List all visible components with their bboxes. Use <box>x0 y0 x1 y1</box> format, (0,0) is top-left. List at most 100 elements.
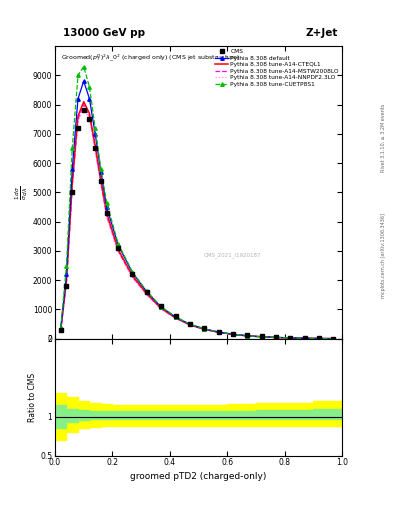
Pythia 8.308 tune-CUETP8S1 <box>302 335 307 342</box>
Pythia 8.308 tune-A14-CTEQL1 <box>87 110 92 116</box>
Pythia 8.308 default <box>259 334 264 340</box>
Pythia 8.308 tune-A14-CTEQL1 <box>104 210 109 216</box>
Text: CMS_2021_I1920187: CMS_2021_I1920187 <box>204 253 262 259</box>
Pythia 8.308 default <box>116 242 121 248</box>
Pythia 8.308 tune-A14-NNPDF2.3LO <box>145 292 149 298</box>
Pythia 8.308 tune-A14-CTEQL1 <box>302 335 307 342</box>
Pythia 8.308 tune-A14-MSTW2008LO <box>116 248 121 254</box>
Pythia 8.308 tune-A14-MSTW2008LO <box>317 335 321 342</box>
Pythia 8.308 tune-CUETP8S1 <box>104 200 109 206</box>
Pythia 8.308 tune-A14-CTEQL1 <box>93 142 97 148</box>
Pythia 8.308 default <box>104 204 109 210</box>
Pythia 8.308 tune-CUETP8S1 <box>259 334 264 340</box>
Pythia 8.308 tune-A14-CTEQL1 <box>231 331 235 337</box>
CMS <box>70 189 75 196</box>
Pythia 8.308 tune-A14-CTEQL1 <box>288 335 293 341</box>
Pythia 8.308 tune-A14-NNPDF2.3LO <box>317 335 321 342</box>
CMS <box>187 321 192 327</box>
Pythia 8.308 default <box>70 166 75 172</box>
Pythia 8.308 tune-A14-NNPDF2.3LO <box>130 275 135 281</box>
Pythia 8.308 default <box>331 335 336 342</box>
Pythia 8.308 tune-A14-CTEQL1 <box>331 335 336 342</box>
Pythia 8.308 default <box>173 314 178 320</box>
Pythia 8.308 tune-CUETP8S1 <box>274 334 278 340</box>
Pythia 8.308 tune-A14-NNPDF2.3LO <box>81 104 86 111</box>
Pythia 8.308 tune-A14-NNPDF2.3LO <box>75 119 80 125</box>
Pythia 8.308 default <box>187 321 192 327</box>
Pythia 8.308 tune-A14-NNPDF2.3LO <box>173 315 178 322</box>
Pythia 8.308 default <box>288 335 293 341</box>
Pythia 8.308 tune-A14-MSTW2008LO <box>104 212 109 219</box>
CMS <box>64 283 69 289</box>
CMS <box>274 334 278 340</box>
Pythia 8.308 tune-CUETP8S1 <box>145 288 149 294</box>
Pythia 8.308 tune-CUETP8S1 <box>317 335 321 342</box>
CMS <box>99 178 103 184</box>
CMS <box>116 245 121 251</box>
Text: 13000 GeV pp: 13000 GeV pp <box>63 28 145 38</box>
Pythia 8.308 default <box>64 271 69 278</box>
Pythia 8.308 tune-A14-NNPDF2.3LO <box>104 214 109 220</box>
Pythia 8.308 tune-CUETP8S1 <box>81 63 86 70</box>
Pythia 8.308 tune-A14-CTEQL1 <box>59 327 63 333</box>
Pythia 8.308 tune-CUETP8S1 <box>245 333 250 339</box>
Line: Pythia 8.308 default: Pythia 8.308 default <box>59 79 335 340</box>
Pythia 8.308 tune-A14-MSTW2008LO <box>302 335 307 342</box>
Pythia 8.308 tune-A14-MSTW2008LO <box>331 335 336 342</box>
Pythia 8.308 default <box>99 169 103 175</box>
Pythia 8.308 tune-A14-CTEQL1 <box>99 178 103 184</box>
Pythia 8.308 tune-A14-CTEQL1 <box>245 333 250 339</box>
Pythia 8.308 tune-CUETP8S1 <box>64 263 69 269</box>
Pythia 8.308 tune-A14-NNPDF2.3LO <box>87 116 92 122</box>
CMS <box>59 327 63 333</box>
Pythia 8.308 default <box>231 331 235 337</box>
Pythia 8.308 tune-A14-CTEQL1 <box>64 277 69 283</box>
Pythia 8.308 tune-A14-MSTW2008LO <box>173 315 178 321</box>
X-axis label: groomed pTD2 (charged-only): groomed pTD2 (charged-only) <box>130 472 267 481</box>
CMS <box>259 333 264 339</box>
Pythia 8.308 tune-CUETP8S1 <box>99 166 103 172</box>
Pythia 8.308 tune-A14-NNPDF2.3LO <box>64 280 69 286</box>
Pythia 8.308 tune-CUETP8S1 <box>93 125 97 131</box>
Pythia 8.308 default <box>302 335 307 342</box>
Pythia 8.308 tune-A14-CTEQL1 <box>274 334 278 340</box>
CMS <box>145 289 149 295</box>
Pythia 8.308 default <box>216 329 221 335</box>
Pythia 8.308 tune-A14-CTEQL1 <box>130 273 135 279</box>
Pythia 8.308 tune-A14-CTEQL1 <box>81 99 86 105</box>
Pythia 8.308 tune-CUETP8S1 <box>331 335 336 342</box>
Pythia 8.308 tune-A14-NNPDF2.3LO <box>274 334 278 340</box>
Pythia 8.308 tune-A14-CTEQL1 <box>202 326 207 332</box>
Pythia 8.308 default <box>317 335 321 342</box>
Pythia 8.308 tune-A14-CTEQL1 <box>75 113 80 119</box>
Pythia 8.308 tune-A14-MSTW2008LO <box>64 279 69 285</box>
CMS <box>173 313 178 319</box>
Pythia 8.308 tune-A14-NNPDF2.3LO <box>99 182 103 188</box>
Legend: CMS, Pythia 8.308 default, Pythia 8.308 tune-A14-CTEQL1, Pythia 8.308 tune-A14-M: CMS, Pythia 8.308 default, Pythia 8.308 … <box>214 48 340 88</box>
CMS <box>104 210 109 216</box>
Pythia 8.308 tune-A14-MSTW2008LO <box>202 326 207 332</box>
Pythia 8.308 tune-A14-CTEQL1 <box>116 246 121 252</box>
CMS <box>87 116 92 122</box>
Pythia 8.308 tune-A14-MSTW2008LO <box>288 335 293 341</box>
Line: Pythia 8.308 tune-A14-CTEQL1: Pythia 8.308 tune-A14-CTEQL1 <box>61 102 333 338</box>
Pythia 8.308 tune-A14-MSTW2008LO <box>187 322 192 328</box>
Pythia 8.308 default <box>93 131 97 137</box>
CMS <box>216 329 221 335</box>
Pythia 8.308 tune-A14-MSTW2008LO <box>259 334 264 340</box>
Pythia 8.308 tune-A14-CTEQL1 <box>145 290 149 296</box>
CMS <box>202 325 207 331</box>
Pythia 8.308 tune-CUETP8S1 <box>288 335 293 341</box>
Pythia 8.308 tune-A14-MSTW2008LO <box>245 333 250 339</box>
Pythia 8.308 tune-CUETP8S1 <box>231 331 235 337</box>
Pythia 8.308 tune-A14-NNPDF2.3LO <box>187 322 192 328</box>
Pythia 8.308 default <box>274 334 278 340</box>
Pythia 8.308 default <box>87 96 92 102</box>
Y-axis label: $\frac{1}{\sigma}\frac{d\sigma}{d\lambda}$: $\frac{1}{\sigma}\frac{d\sigma}{d\lambda… <box>14 185 30 200</box>
CMS <box>75 125 80 131</box>
CMS <box>81 108 86 114</box>
Pythia 8.308 tune-CUETP8S1 <box>116 241 121 247</box>
Pythia 8.308 default <box>59 325 63 331</box>
Pythia 8.308 tune-A14-NNPDF2.3LO <box>93 148 97 155</box>
CMS <box>302 335 307 341</box>
